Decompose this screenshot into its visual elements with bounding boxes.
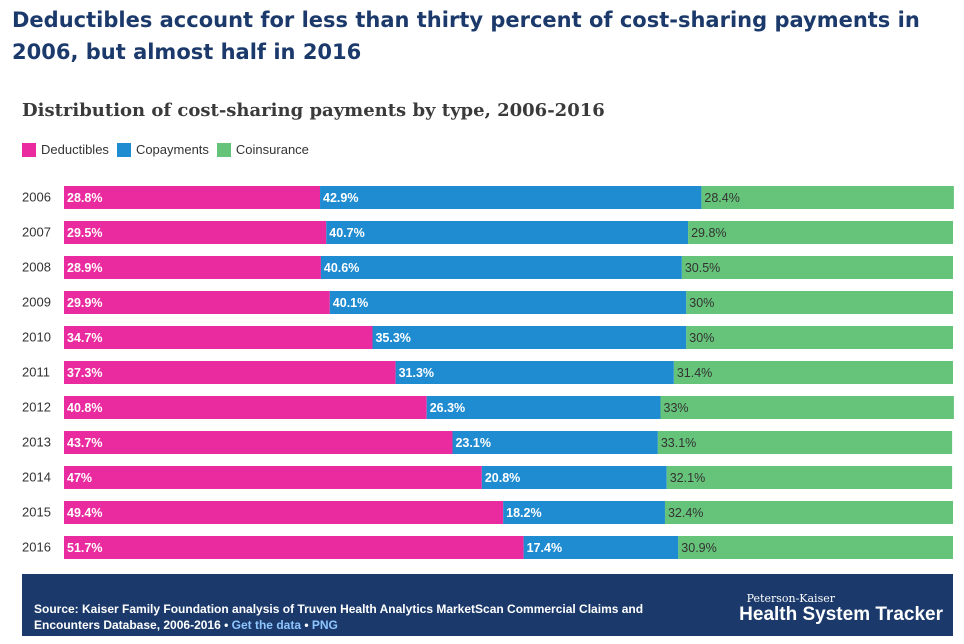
legend-label-coinsurance: Coinsurance [235,142,309,157]
bar-coinsurance-2007 [688,221,953,244]
data-label-copayments-2013: 23.1% [455,436,490,450]
data-label-coinsurance-2011: 31.4% [677,366,712,380]
data-label-deductibles-2010: 34.7% [67,331,102,345]
data-label-copayments-2014: 20.8% [485,471,520,485]
bar-coinsurance-2010 [686,326,953,349]
bar-coinsurance-2011 [673,361,953,384]
data-label-copayments-2008: 40.6% [324,261,359,275]
year-label-2013: 2013 [22,435,51,450]
data-label-coinsurance-2013: 33.1% [661,436,696,450]
data-label-copayments-2015: 18.2% [506,506,541,520]
data-label-deductibles-2014: 47% [67,471,92,485]
data-label-deductibles-2006: 28.8% [67,191,102,205]
bar-copayments-2013 [452,431,658,454]
bar-coinsurance-2006 [701,186,954,209]
data-label-copayments-2016: 17.4% [527,541,562,555]
bar-deductibles-2013 [64,431,453,454]
bar-deductibles-2012 [64,396,427,419]
data-label-coinsurance-2014: 32.1% [670,471,705,485]
data-label-coinsurance-2006: 28.4% [704,191,739,205]
bar-copayments-2011 [395,361,674,384]
brand-top: Peterson-Kaiser [746,592,835,605]
bar-coinsurance-2008 [681,256,953,279]
data-label-coinsurance-2009: 30% [689,296,714,310]
bar-deductibles-2016 [64,536,524,559]
bar-coinsurance-2015 [664,501,953,524]
year-label-2016: 2016 [22,540,51,555]
bar-deductibles-2015 [64,501,504,524]
legend-item-copayments: Copayments [116,142,209,157]
bar-deductibles-2008 [64,256,321,279]
bar-deductibles-2009 [64,291,330,314]
data-label-deductibles-2007: 29.5% [67,226,102,240]
bar-coinsurance-2009 [686,291,953,314]
year-label-2012: 2012 [22,400,51,415]
data-label-coinsurance-2007: 29.8% [691,226,726,240]
bar-copayments-2012 [426,396,661,419]
bar-copayments-2007 [326,221,689,244]
bar-copayments-2010 [372,326,687,349]
bar-coinsurance-2014 [666,466,953,489]
legend-swatch-deductibles [22,142,36,157]
bar-copayments-2008 [320,256,682,279]
year-label-2014: 2014 [22,470,51,485]
chart-title: Distribution of cost-sharing payments by… [22,100,605,121]
legend-swatch-coinsurance [216,142,231,157]
legend-label-copayments: Copayments [135,142,209,157]
png-link[interactable]: PNG [311,618,338,632]
bar-copayments-2015 [503,501,665,524]
year-label-2015: 2015 [22,505,51,520]
data-label-deductibles-2015: 49.4% [67,506,102,520]
legend: Deductibles Copayments Coinsurance [22,142,309,157]
bar-copayments-2016 [523,536,679,559]
data-label-deductibles-2012: 40.8% [67,401,102,415]
year-label-2007: 2007 [22,225,51,240]
data-label-deductibles-2016: 51.7% [67,541,102,555]
legend-swatch-copayments [116,142,131,157]
data-label-deductibles-2013: 43.7% [67,436,102,450]
data-label-copayments-2009: 40.1% [333,296,368,310]
legend-item-deductibles: Deductibles [22,142,109,157]
data-label-copayments-2010: 35.3% [375,331,410,345]
bar-copayments-2009 [329,291,687,314]
year-label-2011: 2011 [22,365,50,380]
get-data-link[interactable]: Get the data [231,618,301,632]
year-label-2006: 2006 [22,190,51,205]
source-text: Source: Kaiser Family Foundation analysi… [34,602,644,632]
separator-1: • [220,618,232,632]
bar-deductibles-2007 [64,221,327,244]
data-label-copayments-2012: 26.3% [430,401,465,415]
data-label-coinsurance-2016: 30.9% [681,541,716,555]
bar-deductibles-2014 [64,466,482,489]
data-label-copayments-2011: 31.3% [399,366,434,380]
data-label-deductibles-2011: 37.3% [67,366,102,380]
bar-coinsurance-2016 [678,536,953,559]
footer-source: Source: Kaiser Family Foundation analysi… [34,601,674,633]
bar-deductibles-2011 [64,361,396,384]
footer: Source: Kaiser Family Foundation analysi… [22,574,953,636]
year-label-2008: 2008 [22,260,51,275]
data-label-copayments-2007: 40.7% [329,226,364,240]
bar-deductibles-2006 [64,186,321,209]
data-label-coinsurance-2015: 32.4% [668,506,703,520]
bar-copayments-2006 [320,186,702,209]
data-label-coinsurance-2008: 30.5% [685,261,720,275]
year-label-2009: 2009 [22,295,51,310]
bar-copayments-2014 [481,466,667,489]
stacked-bar-chart: 2006 28.8% 42.9% 28.4% 2007 29.5% 40.7% 29.8% 20… [22,186,954,559]
headline: Deductibles account for less than thirty… [12,8,920,64]
brand-logo: Health System Tracker [739,604,943,625]
data-label-copayments-2006: 42.9% [323,191,358,205]
data-label-coinsurance-2012: 33% [664,401,689,415]
data-label-deductibles-2008: 28.9% [67,261,102,275]
bar-coinsurance-2013 [657,431,953,454]
legend-label-deductibles: Deductibles [41,142,109,157]
year-label-2010: 2010 [22,330,51,345]
data-label-coinsurance-2010: 30% [689,331,714,345]
separator-2: • [301,618,312,632]
legend-item-coinsurance: Coinsurance [216,142,309,157]
bar-deductibles-2010 [64,326,373,349]
data-label-deductibles-2009: 29.9% [67,296,102,310]
bar-coinsurance-2012 [660,396,954,419]
